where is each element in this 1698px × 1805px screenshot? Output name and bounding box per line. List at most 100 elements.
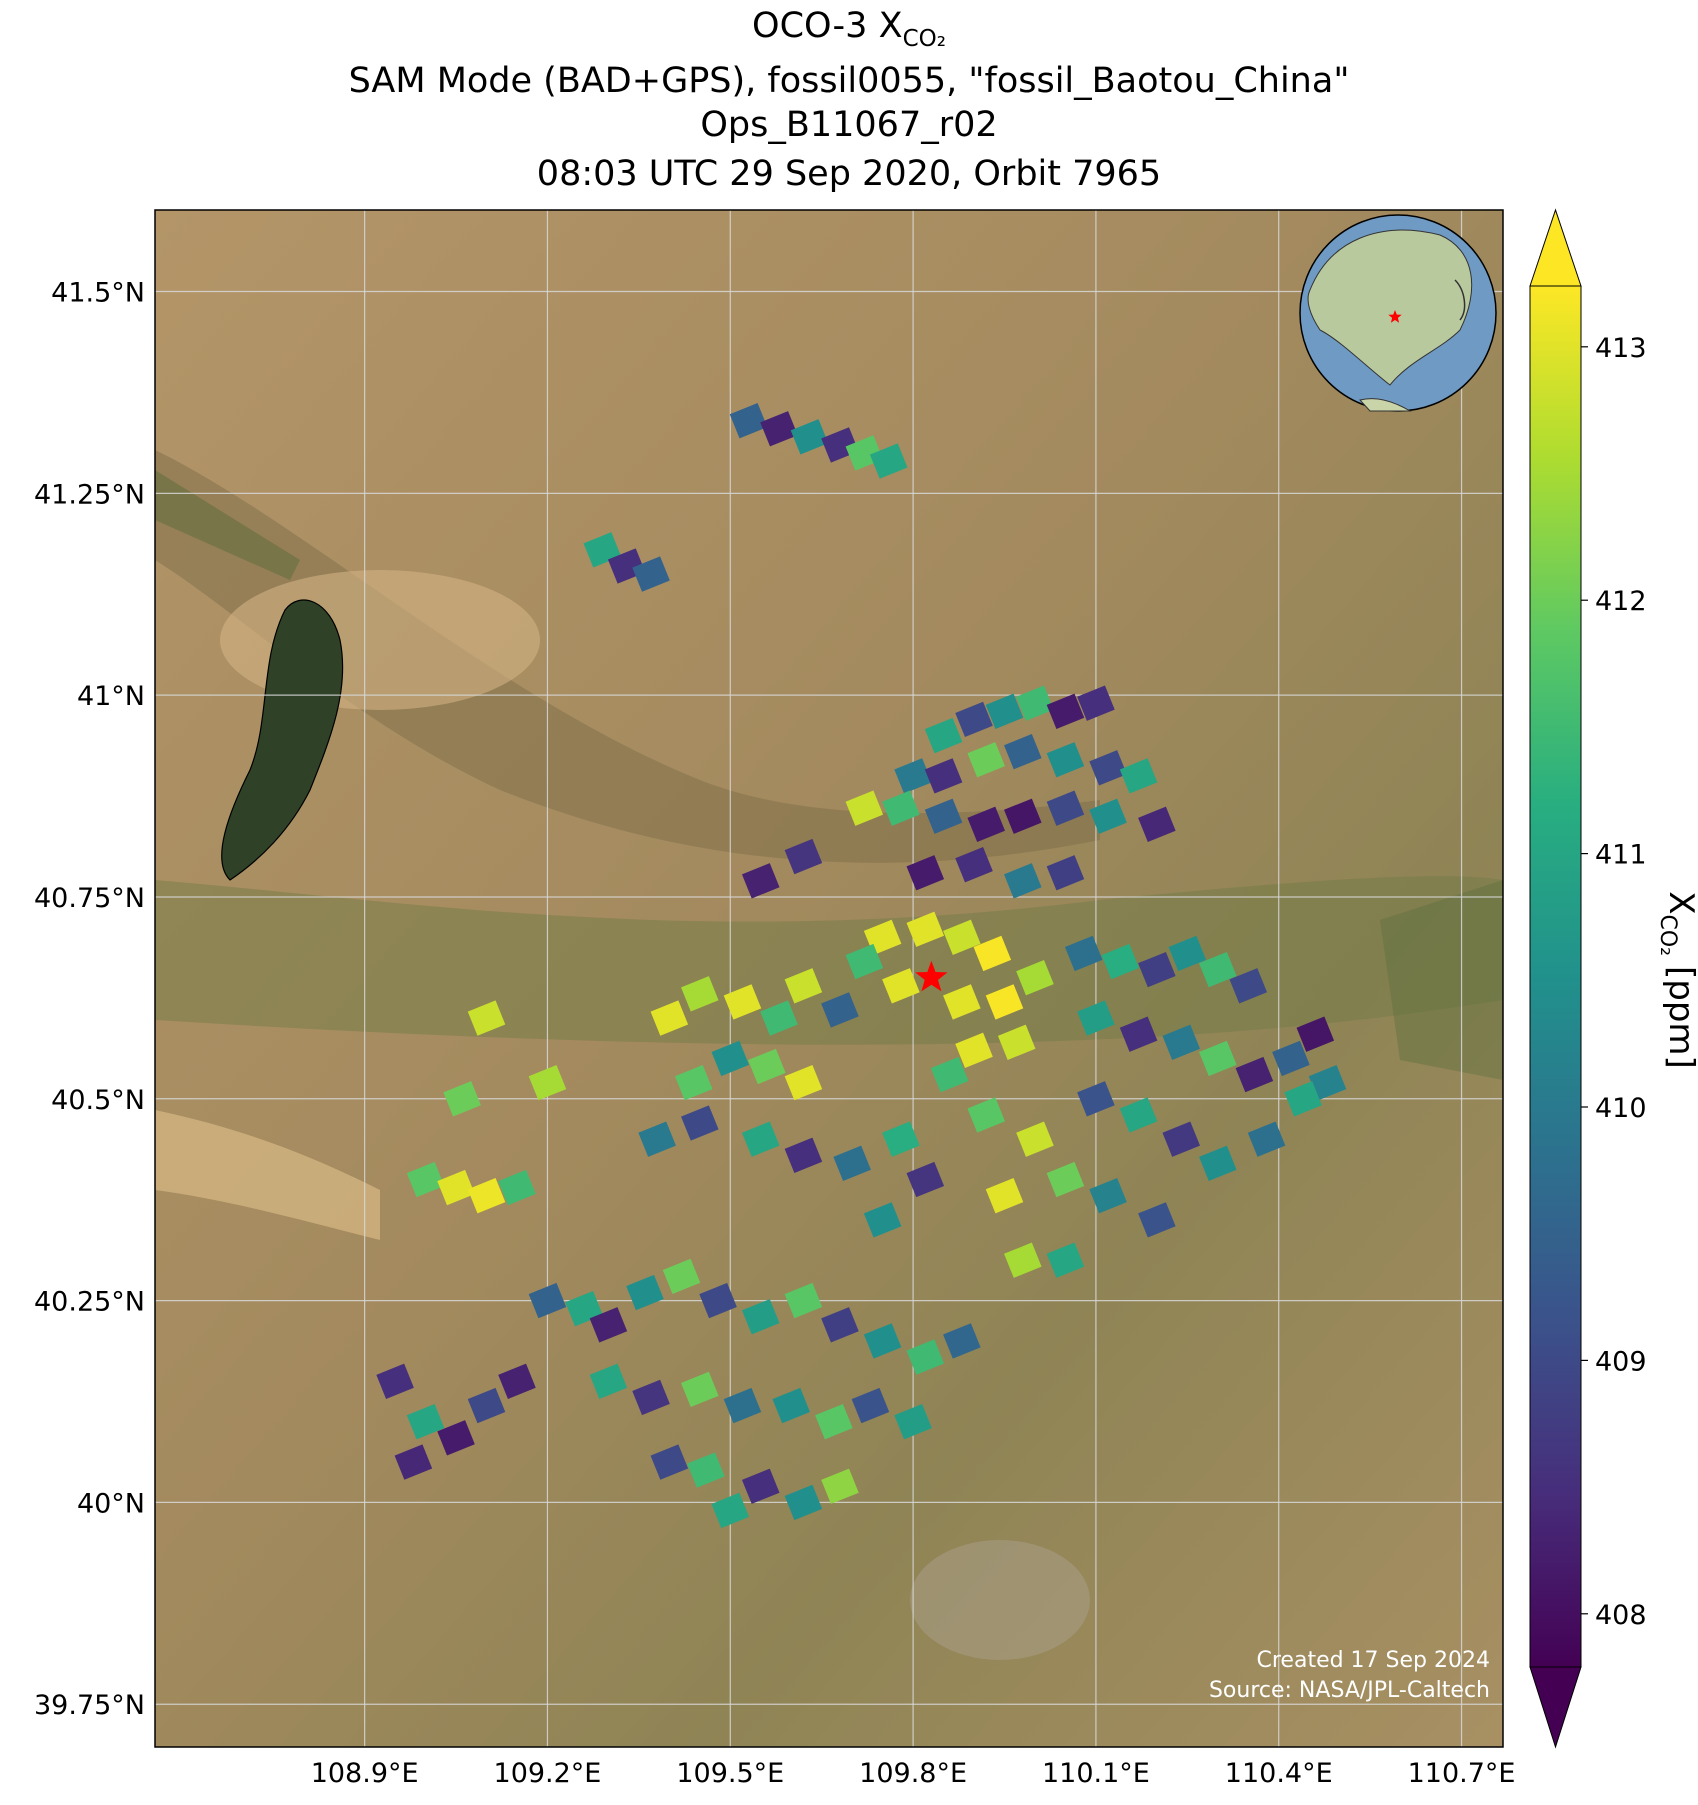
sounding [650,1444,689,1480]
x-tick-label: 110.1°E [1042,1758,1150,1789]
sounding [589,1307,628,1343]
sounding [784,1064,823,1101]
sounding [930,1056,969,1093]
sounding [528,1282,567,1319]
sounding [1046,1161,1085,1198]
sounding [790,419,829,455]
sounding [1077,1000,1115,1036]
sounding [626,1274,664,1311]
sounding [741,1299,780,1335]
sounding [894,758,932,794]
sounding [1138,951,1176,988]
sounding [394,1444,433,1480]
y-tick-label: 40.5°N [51,1085,145,1116]
sounding [1308,1064,1347,1101]
sounding [967,1097,1006,1133]
sounding [1229,968,1268,1004]
sounding [681,1371,719,1408]
sounding [589,1363,628,1399]
sounding [1199,1040,1237,1077]
colorbar-extend-max [1529,208,1582,287]
sounding [638,1121,676,1157]
sounding [406,1404,445,1440]
text-part: X [1661,891,1698,914]
sounding [1272,1040,1310,1077]
colorbar [1529,285,1582,1668]
sounding [711,1040,750,1077]
sounding [894,1404,932,1440]
sounding [376,1363,414,1399]
sounding [1089,798,1127,834]
x-tick-label: 109.2°E [494,1758,602,1789]
sounding [845,790,884,826]
colorbar-tick-label: 412 [1595,586,1647,617]
sounding [748,1048,786,1085]
sounding [1046,742,1085,778]
sounding [1016,685,1054,721]
colorbar-tick-label: 410 [1595,1093,1647,1124]
credit: Source: NASA/JPL-Caltech [1209,1678,1490,1703]
sounding [1046,790,1085,826]
sounding [869,443,908,479]
sounding [772,1387,810,1424]
sounding [437,1169,475,1206]
sounding [943,919,981,956]
sounding [467,1000,506,1036]
sounding [729,403,768,439]
sounding [943,984,981,1020]
sounding [467,1177,506,1214]
colorbar-tick-label: 408 [1595,1600,1647,1631]
sounding [973,935,1012,972]
sounding [906,855,945,891]
sounding [741,863,780,899]
sounding [1162,1121,1201,1157]
sounding [985,1177,1024,1214]
sounding [851,1387,890,1424]
sounding [1284,1081,1322,1117]
sounding [723,984,762,1020]
sounding [723,1387,762,1424]
sounding [1199,1145,1237,1182]
y-tick-label: 40°N [77,1488,145,1519]
chart-title: OCO-3 XCO₂ [752,6,946,52]
x-tick-label: 109.5°E [676,1758,784,1789]
sounding [1046,1242,1085,1278]
y-tick-label: 40.75°N [34,883,145,914]
sounding [955,1032,993,1069]
x-tick-label: 110.4°E [1225,1758,1333,1789]
sounding [1077,1081,1115,1117]
y-tick-label: 41.5°N [51,278,145,309]
sounding [815,1404,853,1440]
sounding [650,1000,689,1036]
sounding [1004,733,1042,770]
sounding [845,943,884,980]
map-frame [154,209,1504,1748]
sounding [1089,750,1127,786]
sounding [1046,855,1085,891]
colorbar-tick-label: 409 [1595,1346,1647,1377]
sounding [1101,943,1140,980]
sounding [1235,1056,1274,1093]
text-part: CO₂ [903,26,946,52]
sounding [784,968,823,1004]
sounding [687,1452,725,1488]
sounding [924,717,963,754]
x-tick-label: 108.9°E [311,1758,419,1789]
sounding [784,1484,823,1521]
sounding [882,968,920,1004]
colorbar-label: XCO₂ [ppm] [1655,891,1698,1069]
sounding [1064,935,1103,972]
sounding [967,806,1006,842]
sounding [906,911,945,947]
sounding [784,838,823,875]
sounding [498,1169,536,1206]
sounding [498,1363,536,1399]
sounding [985,693,1024,729]
chart-subtitle: 08:03 UTC 29 Sep 2020, Orbit 7965 [537,154,1161,194]
sounding [906,1339,945,1375]
text-part: OCO-3 X [752,6,903,46]
sounding [833,1145,871,1182]
globe-inset [1299,214,1497,412]
colorbar-tick-label: 411 [1595,840,1647,871]
sounding [967,742,1006,778]
